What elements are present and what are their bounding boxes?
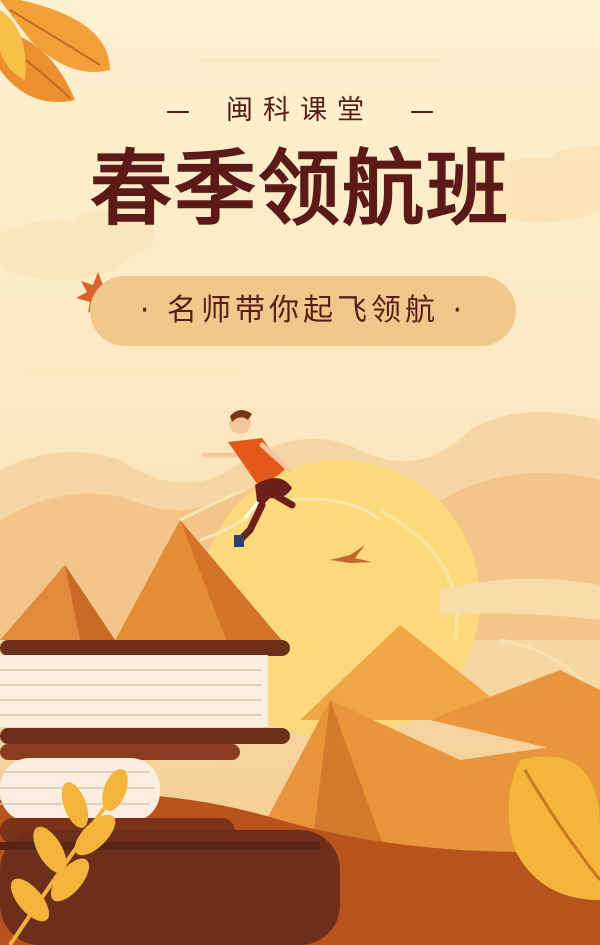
cloud-left bbox=[0, 210, 155, 280]
brand-name: 闽科课堂 bbox=[226, 95, 374, 126]
bird-icon bbox=[330, 545, 372, 563]
brand-dash-left bbox=[167, 110, 190, 113]
cloud-right bbox=[460, 146, 600, 222]
cloud-streak bbox=[20, 372, 240, 377]
big-leaf-right bbox=[508, 756, 600, 900]
brand-dash-right bbox=[410, 110, 433, 113]
tagline-text: · 名师带你起飞领航 · bbox=[139, 293, 467, 328]
tagline-pill bbox=[90, 276, 516, 346]
autumn-leaves-branch bbox=[8, 768, 128, 945]
brand-line: 闽科课堂 bbox=[0, 88, 600, 127]
mountain-right bbox=[300, 625, 520, 720]
mountain-right-far bbox=[430, 670, 600, 760]
mountain-left-shade bbox=[65, 565, 115, 640]
page-title: 春季领航班 bbox=[89, 142, 510, 237]
valley-water bbox=[440, 578, 600, 620]
mountain-center-shade bbox=[180, 520, 290, 650]
jumping-boy-illustration bbox=[202, 409, 296, 547]
sun-arc bbox=[379, 508, 460, 641]
leaves-top-left bbox=[0, 0, 110, 102]
cloud-streak bbox=[200, 58, 440, 64]
book-stack-illustration bbox=[0, 640, 340, 945]
